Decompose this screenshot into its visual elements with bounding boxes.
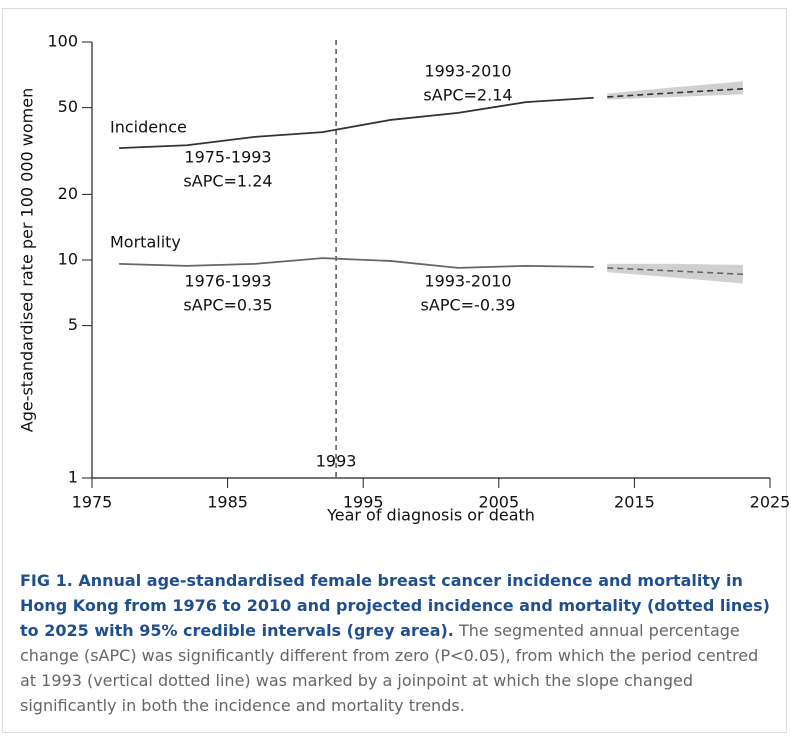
x-tick-label: 1975 <box>72 493 113 512</box>
x-tick-label: 2025 <box>750 493 791 512</box>
y-tick-label: 20 <box>58 184 78 203</box>
trend-annotation: sAPC=2.14 <box>423 86 512 105</box>
trend-annotation: sAPC=1.24 <box>183 172 272 191</box>
series-line <box>119 257 594 269</box>
series-line <box>119 96 594 150</box>
series-label: Incidence <box>110 118 187 137</box>
y-tick-label: 10 <box>58 250 78 269</box>
x-tick-label: 1985 <box>207 493 248 512</box>
y-tick-label: 5 <box>68 315 78 334</box>
trend-annotation: sAPC=0.35 <box>183 296 272 315</box>
projection-line <box>607 267 743 276</box>
series-label: Mortality <box>110 233 181 252</box>
y-tick-label: 1 <box>68 468 78 487</box>
trend-annotation: 1976-1993 <box>184 272 271 291</box>
x-tick-label: 2015 <box>614 493 655 512</box>
x-tick-label: 2005 <box>478 493 519 512</box>
x-tick-label: 1995 <box>343 493 384 512</box>
figure-frame <box>2 8 787 733</box>
x-axis-label: Year of diagnosis or death <box>326 506 535 525</box>
trend-annotation: 1993-2010 <box>424 272 511 291</box>
trend-annotation: 1975-1993 <box>184 148 271 167</box>
y-tick-label: 100 <box>47 32 78 51</box>
projection-line <box>607 87 743 98</box>
caption-title: FIG 1. Annual age-standardised female br… <box>20 571 770 640</box>
trend-annotation: 1993-2010 <box>424 62 511 81</box>
caption-text: The segmented annual percentage change (… <box>20 621 759 715</box>
y-tick-label: 50 <box>58 97 78 116</box>
joinpoint-label: 1993 <box>316 452 357 471</box>
trend-annotation: sAPC=-0.39 <box>421 296 516 315</box>
chart: 1 5 10 20 50 100 1975 1985 1995 2005 2015 2025 Year … <box>18 32 791 525</box>
y-axis-label: Age-standardised rate per 100 000 women <box>18 88 37 433</box>
caption: FIG 1. Annual age-standardised female br… <box>20 568 775 718</box>
